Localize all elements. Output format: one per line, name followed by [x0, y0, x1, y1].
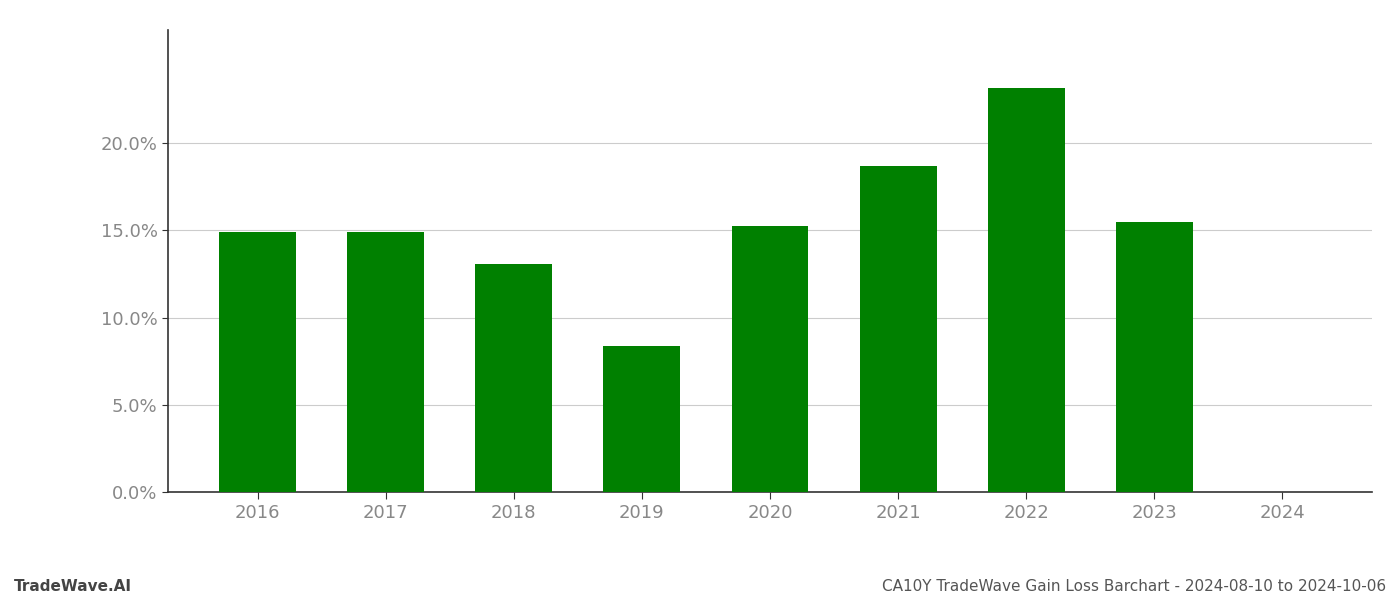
Bar [220, 232, 295, 492]
Text: CA10Y TradeWave Gain Loss Barchart - 2024-08-10 to 2024-10-06: CA10Y TradeWave Gain Loss Barchart - 202… [882, 579, 1386, 594]
Text: TradeWave.AI: TradeWave.AI [14, 579, 132, 594]
Bar [476, 263, 552, 492]
Bar [347, 232, 424, 492]
Bar [1116, 222, 1193, 492]
Bar [732, 226, 808, 492]
Bar [988, 88, 1064, 492]
Bar [860, 166, 937, 492]
Bar [603, 346, 680, 492]
